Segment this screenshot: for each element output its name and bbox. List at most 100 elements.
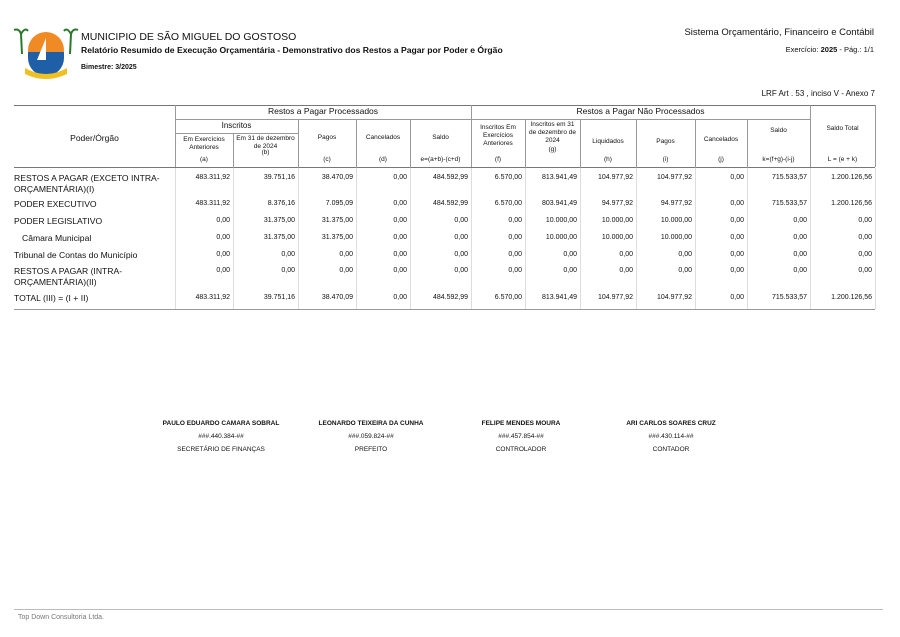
first-column-header: Poder/Órgão bbox=[70, 133, 119, 143]
cell-value: 715.533,57 bbox=[771, 200, 807, 207]
cell-value: 8.376,16 bbox=[267, 200, 295, 207]
cell-value: 0,00 bbox=[619, 251, 633, 258]
rule bbox=[636, 119, 637, 181]
cell-value: 10.000,00 bbox=[601, 234, 633, 241]
rule bbox=[810, 168, 811, 309]
cell-value: 0,00 bbox=[730, 200, 744, 207]
signer-role: SECRETÁRIO DE FINANÇAS bbox=[177, 446, 265, 453]
cell-value: 0,00 bbox=[454, 267, 468, 274]
signer-name: FELIPE MENDES MOURA bbox=[481, 420, 561, 427]
cell-value: 0,00 bbox=[563, 267, 577, 274]
cell-value: 0,00 bbox=[619, 267, 633, 274]
signer-role: PREFEITO bbox=[354, 446, 388, 453]
column-label: Pagos bbox=[656, 138, 675, 145]
rule bbox=[175, 119, 810, 120]
cell-value: 1.200.126,56 bbox=[831, 200, 872, 207]
cell-value: 31.375,00 bbox=[263, 234, 295, 241]
rule bbox=[471, 168, 472, 309]
cell-value: 10.000,00 bbox=[660, 217, 692, 224]
period: Bimestre: 3/2025 bbox=[81, 64, 137, 71]
column-label: Saldo Total bbox=[826, 125, 859, 132]
cell-value: 0,00 bbox=[730, 234, 744, 241]
cell-value: 104.977,92 bbox=[656, 174, 692, 181]
rule bbox=[175, 105, 176, 167]
exercise-label: Exercício: bbox=[785, 45, 819, 54]
rule bbox=[233, 168, 234, 309]
signer-name: PAULO EDUARDO CAMARA SOBRAL bbox=[162, 420, 280, 427]
cell-value: 0,00 bbox=[730, 294, 744, 301]
cell-value: 0,00 bbox=[393, 174, 407, 181]
column-code: k=(f+g)-(i-j) bbox=[762, 156, 795, 163]
cell-value: 0,00 bbox=[454, 234, 468, 241]
cell-value: 0,00 bbox=[216, 251, 230, 258]
cell-value: 38.470,09 bbox=[321, 294, 353, 301]
column-label: Saldo bbox=[432, 134, 449, 141]
cell-value: 0,00 bbox=[793, 234, 807, 241]
cell-value: 31.375,00 bbox=[321, 234, 353, 241]
cell-value: 0,00 bbox=[858, 217, 872, 224]
cell-value: 0,00 bbox=[393, 234, 407, 241]
row-label: RESTOS A PAGAR (EXCETO INTRA-ORÇAMENTÁRI… bbox=[14, 173, 160, 194]
footer: Top Down Consultoria Ltda. bbox=[18, 614, 104, 621]
cell-value: 1.200.126,56 bbox=[831, 174, 872, 181]
row-label: RESTOS A PAGAR (INTRA-ORÇAMENTÁRIA)(II) bbox=[14, 266, 123, 287]
column-code: L = (e + k) bbox=[827, 156, 858, 163]
cell-value: 0,00 bbox=[563, 251, 577, 258]
cell-value: 31.375,00 bbox=[321, 217, 353, 224]
column-code: (h) bbox=[604, 156, 612, 163]
cell-value: 483.311,92 bbox=[195, 200, 230, 207]
column-label: Liquidados bbox=[592, 138, 624, 145]
logo bbox=[13, 28, 79, 79]
cell-value: 10.000,00 bbox=[545, 234, 577, 241]
cell-value: 0,00 bbox=[793, 251, 807, 258]
rule bbox=[175, 133, 298, 134]
cell-value: 484.592,99 bbox=[432, 200, 468, 207]
row-label: PODER LEGISLATIVO bbox=[14, 216, 103, 226]
group-header: Restos a Pagar Processados bbox=[267, 106, 379, 116]
cell-value: 31.375,00 bbox=[263, 217, 295, 224]
rule bbox=[747, 119, 748, 181]
rule bbox=[747, 168, 748, 309]
inscritos-header: Inscritos bbox=[221, 121, 252, 130]
cell-value: 0,00 bbox=[216, 217, 230, 224]
cell-value: 0,00 bbox=[508, 267, 522, 274]
cell-value: 1.200.126,56 bbox=[831, 294, 872, 301]
column-label: Inscritos Em Exercícios Anteriores bbox=[480, 124, 516, 147]
cell-value: 813.941,49 bbox=[541, 174, 577, 181]
cell-value: 0,00 bbox=[508, 217, 522, 224]
cell-value: 0,00 bbox=[454, 217, 468, 224]
column-code: (i) bbox=[662, 156, 669, 163]
signer-id: ###.440.384-## bbox=[198, 433, 244, 440]
cell-value: 10.000,00 bbox=[601, 217, 633, 224]
cell-value: 0,00 bbox=[678, 251, 692, 258]
column-code: (c) bbox=[323, 156, 331, 163]
cell-value: 94.977,92 bbox=[660, 200, 692, 207]
cell-value: 483.311,92 bbox=[195, 174, 230, 181]
cell-value: 813.941,49 bbox=[541, 294, 577, 301]
cell-value: 0,00 bbox=[339, 251, 353, 258]
signer-id: ###.457.854-## bbox=[498, 433, 544, 440]
cell-value: 0,00 bbox=[678, 267, 692, 274]
cell-value: 10.000,00 bbox=[660, 234, 692, 241]
rule bbox=[525, 168, 526, 309]
report-title: Relatório Resumido de Execução Orçamentá… bbox=[81, 45, 503, 55]
group-header: Restos a Pagar Não Processados bbox=[576, 106, 705, 116]
cell-value: 104.977,92 bbox=[597, 174, 633, 181]
row-label: Câmara Municipal bbox=[22, 233, 92, 243]
rule bbox=[14, 309, 875, 310]
column-label: Pagos bbox=[317, 134, 337, 141]
cell-value: 484.592,99 bbox=[432, 294, 468, 301]
cell-value: 39.751,16 bbox=[263, 174, 295, 181]
cell-value: 0,00 bbox=[454, 251, 468, 258]
cell-value: 0,00 bbox=[281, 251, 295, 258]
rule bbox=[525, 119, 526, 181]
cell-value: 0,00 bbox=[393, 217, 407, 224]
cell-value: 484.592,99 bbox=[432, 174, 468, 181]
cell-value: 0,00 bbox=[730, 251, 744, 258]
cell-value: 104.977,92 bbox=[597, 294, 633, 301]
exercise: Exercício: 2025 - Pág.: 1/1 bbox=[786, 45, 874, 54]
cell-value: 715.533,57 bbox=[771, 174, 807, 181]
cell-value: 483.311,92 bbox=[195, 294, 230, 301]
column-label: Cancelados bbox=[703, 136, 739, 143]
